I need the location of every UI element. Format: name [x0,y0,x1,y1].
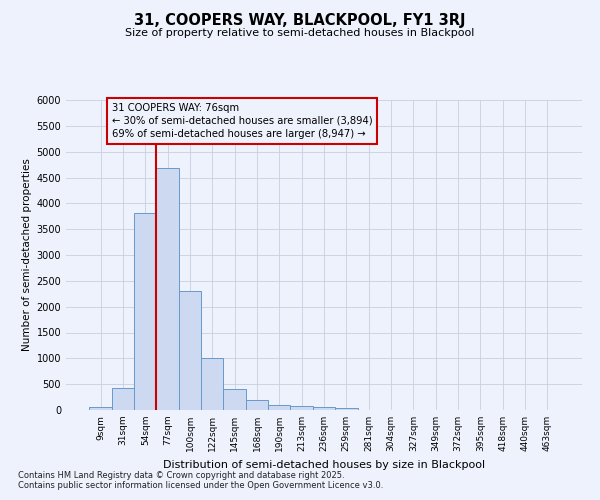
Bar [246,400,268,410]
Bar [313,407,335,410]
Bar [268,406,290,410]
Bar [201,358,223,410]
Bar [157,168,179,410]
Bar [89,408,112,410]
Text: Contains HM Land Registry data © Crown copyright and database right 2025.: Contains HM Land Registry data © Crown c… [18,470,344,480]
Text: 31 COOPERS WAY: 76sqm
← 30% of semi-detached houses are smaller (3,894)
69% of s: 31 COOPERS WAY: 76sqm ← 30% of semi-deta… [112,102,373,139]
X-axis label: Distribution of semi-detached houses by size in Blackpool: Distribution of semi-detached houses by … [163,460,485,469]
Bar [290,406,313,410]
Text: 31, COOPERS WAY, BLACKPOOL, FY1 3RJ: 31, COOPERS WAY, BLACKPOOL, FY1 3RJ [134,12,466,28]
Bar [134,212,157,410]
Bar [179,291,201,410]
Y-axis label: Number of semi-detached properties: Number of semi-detached properties [22,158,32,352]
Text: Size of property relative to semi-detached houses in Blackpool: Size of property relative to semi-detach… [125,28,475,38]
Text: Contains public sector information licensed under the Open Government Licence v3: Contains public sector information licen… [18,480,383,490]
Bar [335,408,358,410]
Bar [223,389,246,410]
Bar [112,388,134,410]
